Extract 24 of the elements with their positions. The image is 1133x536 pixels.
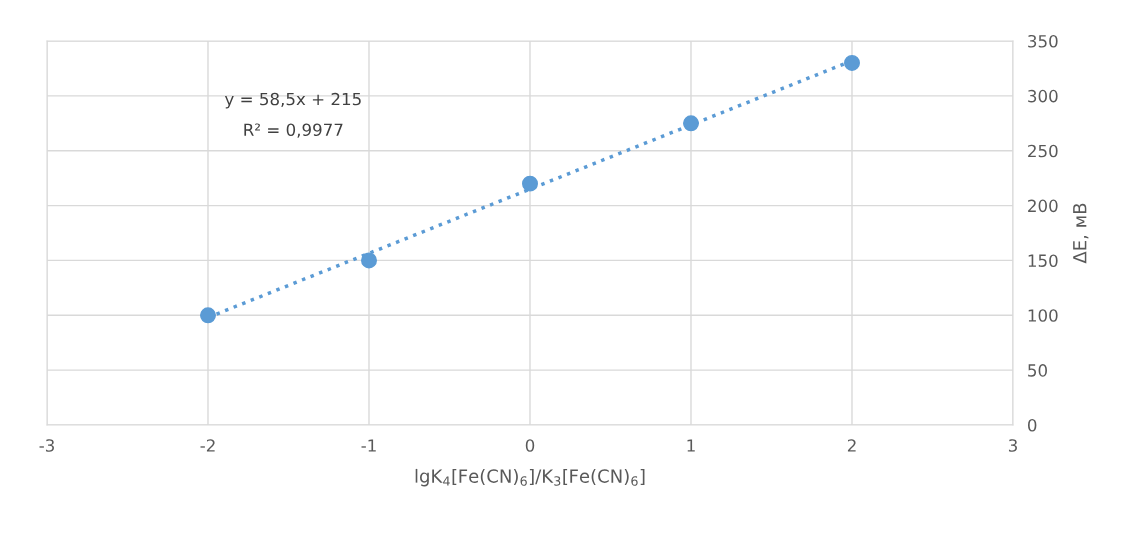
point xyxy=(522,175,538,192)
y-tick-label: 50 xyxy=(1028,364,1047,377)
x-tick-label: 0 xyxy=(525,439,535,452)
x-tick-label: 1 xyxy=(687,439,695,452)
y-tick-label: 0 xyxy=(1027,418,1037,432)
annotation: y = 58,5x + 215 xyxy=(224,92,361,109)
y-tick-label: 300 xyxy=(1028,89,1058,103)
y-axis-title: ΔE, мВ xyxy=(1073,203,1089,264)
point xyxy=(683,115,699,132)
x-tick-label: -2 xyxy=(200,439,215,452)
x-tick-label: -3 xyxy=(39,439,54,452)
y-tick-label: 350 xyxy=(1028,34,1058,48)
point xyxy=(844,54,860,71)
y-tick-label: 250 xyxy=(1028,144,1058,158)
point xyxy=(200,307,216,324)
y-tick-label: 200 xyxy=(1028,199,1058,213)
annotation: R² = 0,9977 xyxy=(244,123,343,138)
y-tick-label: 150 xyxy=(1028,254,1058,267)
x-tick-label: 3 xyxy=(1008,439,1017,452)
x-tick-label: -1 xyxy=(361,439,376,452)
x-tick-label: 2 xyxy=(847,439,856,452)
text: lgK$_{4}$[Fe(CN)$_{6}$]/K$_{3}$[Fe(CN)$_{6}$] xyxy=(415,468,645,487)
y-tick-label: 100 xyxy=(1028,309,1058,322)
point xyxy=(361,252,377,269)
